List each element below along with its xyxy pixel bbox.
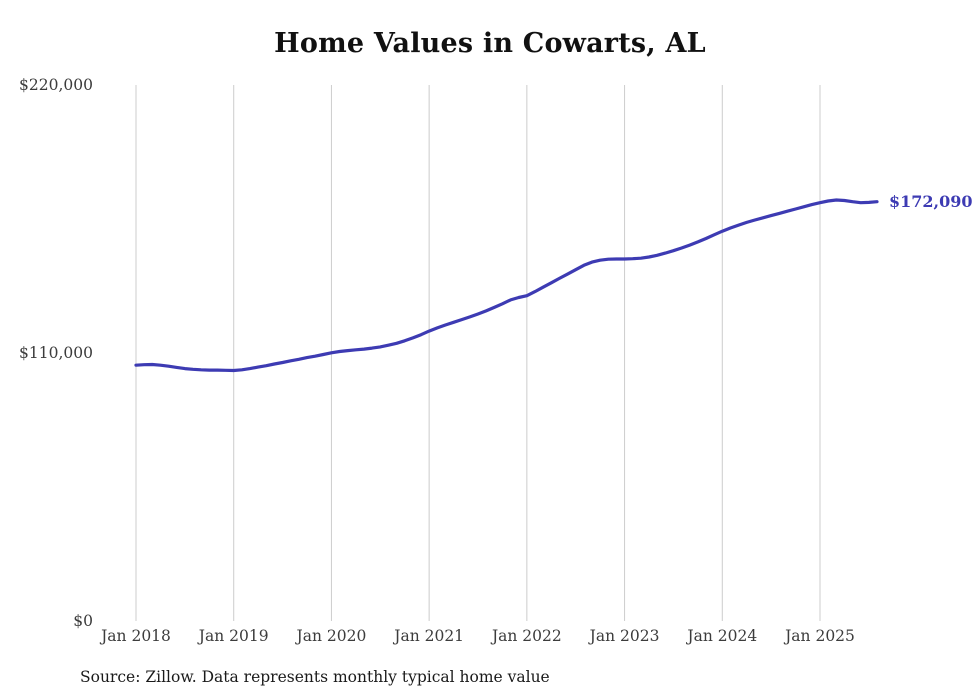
chart-title: Home Values in Cowarts, AL: [274, 28, 706, 59]
x-tick-label: Jan 2020: [296, 627, 367, 645]
y-tick-label: $220,000: [19, 76, 93, 94]
x-tick-label: Jan 2021: [394, 627, 465, 645]
x-tick-label: Jan 2025: [785, 627, 855, 645]
x-tick-label: Jan 2024: [687, 627, 758, 645]
source-note: Source: Zillow. Data represents monthly …: [80, 668, 550, 686]
y-tick-label: $0: [73, 612, 93, 630]
latest-value-label: $172,090: [889, 191, 973, 211]
y-tick-label: $110,000: [19, 344, 93, 362]
x-tick-label: Jan 2023: [589, 627, 660, 645]
home-value-line: [134, 198, 879, 373]
x-tick-label: Jan 2018: [101, 627, 171, 645]
x-tick-label: Jan 2022: [491, 627, 562, 645]
x-tick-label: Jan 2019: [198, 627, 269, 645]
